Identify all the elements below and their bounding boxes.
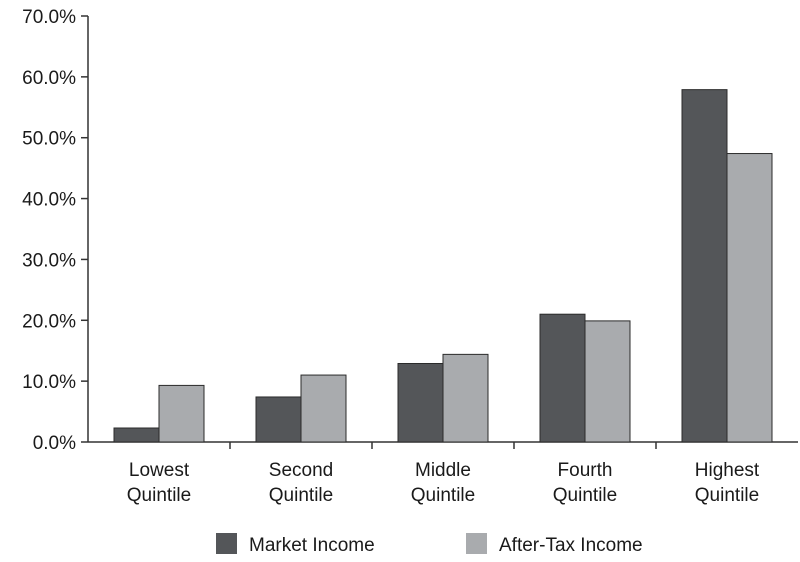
legend-label: After-Tax Income — [499, 535, 643, 556]
x-category-label: Lowest Quintile — [127, 460, 191, 506]
x-category-label-line: Quintile — [269, 485, 333, 506]
x-axis: Lowest Quintile Second Quintile Middle Quinti… — [88, 441, 798, 506]
x-category-label: Middle Quintile — [411, 460, 475, 506]
bar-market-income-0 — [113, 427, 160, 443]
bar-market-income-1 — [255, 396, 302, 443]
x-category-label-line: Quintile — [411, 485, 475, 506]
bars — [113, 89, 773, 443]
x-category-label-line: Middle — [415, 460, 471, 481]
bar-market-income-2 — [397, 362, 444, 443]
bar-after-tax-income-1 — [300, 374, 347, 443]
y-tick-label: 70.0% — [22, 7, 76, 28]
bar-after-tax-income-0 — [158, 384, 205, 443]
legend-swatch — [466, 533, 487, 554]
bar-market-income-3 — [539, 313, 586, 443]
legend-label: Market Income — [249, 535, 375, 556]
y-tick-label: 60.0% — [22, 68, 76, 89]
x-category-label-line: Quintile — [553, 485, 617, 506]
bar-after-tax-income-4 — [726, 153, 773, 443]
x-category-label-line: Quintile — [127, 485, 191, 506]
x-category-label-line: Highest — [695, 460, 760, 481]
x-category-label-line: Lowest — [129, 460, 190, 481]
y-axis: 0.0% 10.0% 20.0% 30.0% 40.0% 50.0% 60.0% 70.0% — [22, 7, 89, 454]
y-tick-label: 0.0% — [33, 433, 76, 454]
y-tick-label: 20.0% — [22, 311, 76, 332]
x-category-label: Fourth Quintile — [553, 460, 617, 506]
x-category-label: Highest Quintile — [695, 460, 760, 506]
bar-after-tax-income-3 — [584, 320, 631, 443]
bar-market-income-4 — [681, 89, 728, 443]
x-category-label-line: Quintile — [695, 485, 759, 506]
y-tick-label: 10.0% — [22, 372, 76, 393]
bar-after-tax-income-2 — [442, 353, 489, 443]
y-tick-label: 30.0% — [22, 250, 76, 271]
y-tick-label: 50.0% — [22, 129, 76, 150]
legend: Market Income After-Tax Income — [216, 533, 643, 556]
y-tick-label: 40.0% — [22, 190, 76, 211]
x-category-label: Second Quintile — [269, 460, 333, 506]
x-category-label-line: Second — [269, 460, 333, 481]
x-category-label-line: Fourth — [558, 460, 613, 481]
legend-swatch — [216, 533, 237, 554]
